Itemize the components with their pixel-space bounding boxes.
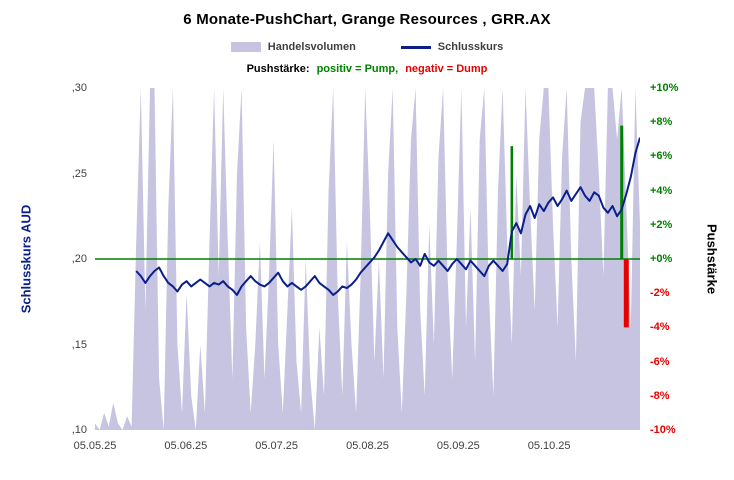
push-axis-tick: -8% bbox=[650, 389, 670, 402]
push-axis-tick: +6% bbox=[650, 150, 673, 163]
date-axis-tick: 05.10.25 bbox=[527, 440, 571, 452]
price-axis-tick: ,30 bbox=[71, 82, 87, 94]
date-axis-tick: 05.05.25 bbox=[73, 440, 117, 452]
close-legend-label: Schlusskurs bbox=[437, 41, 504, 53]
push-legend-negative: negativ = Dump bbox=[405, 63, 488, 75]
price-axis-tick: ,20 bbox=[71, 253, 87, 265]
chart-title: 6 Monate-PushChart, Grange Resources , G… bbox=[183, 11, 551, 28]
date-axis-tick: 05.09.25 bbox=[436, 440, 480, 452]
close-line bbox=[135, 137, 640, 296]
push-axis-tick: -6% bbox=[650, 355, 670, 368]
legend: Handelsvolumen Schlusskurs bbox=[0, 41, 734, 53]
volume-legend-swatch bbox=[230, 42, 261, 52]
push-axis-tick: -2% bbox=[650, 287, 670, 300]
push-legend-positive: positiv = Pump, bbox=[316, 63, 399, 75]
price-axis-tick: ,25 bbox=[71, 167, 87, 180]
close-legend-swatch bbox=[400, 45, 431, 49]
push-axis-tick: +2% bbox=[650, 218, 673, 231]
push-legend: Pushstärke: positiv = Pump, negativ = Du… bbox=[0, 63, 734, 75]
price-axis-tick: ,15 bbox=[71, 338, 87, 351]
right-axis-title: Pushstärke bbox=[704, 223, 720, 295]
push-axis-tick: +4% bbox=[650, 184, 673, 197]
push-axis-tick: +8% bbox=[650, 116, 673, 129]
push-axis-tick: -4% bbox=[650, 321, 670, 334]
push-legend-prefix: Pushstärke: bbox=[246, 63, 310, 75]
date-axis-tick: 05.06.25 bbox=[164, 440, 208, 452]
volume-legend-label: Handelsvolumen bbox=[267, 41, 356, 53]
price-axis-tick: ,10 bbox=[71, 424, 87, 436]
push-axis-tick: +10% bbox=[650, 82, 679, 94]
plot-area bbox=[95, 88, 640, 430]
date-axis-tick: 05.07.25 bbox=[255, 440, 299, 452]
date-axis-tick: 05.08.25 bbox=[346, 440, 389, 452]
push-axis-tick: -10% bbox=[650, 424, 676, 436]
push-axis-tick: +0% bbox=[650, 253, 673, 265]
